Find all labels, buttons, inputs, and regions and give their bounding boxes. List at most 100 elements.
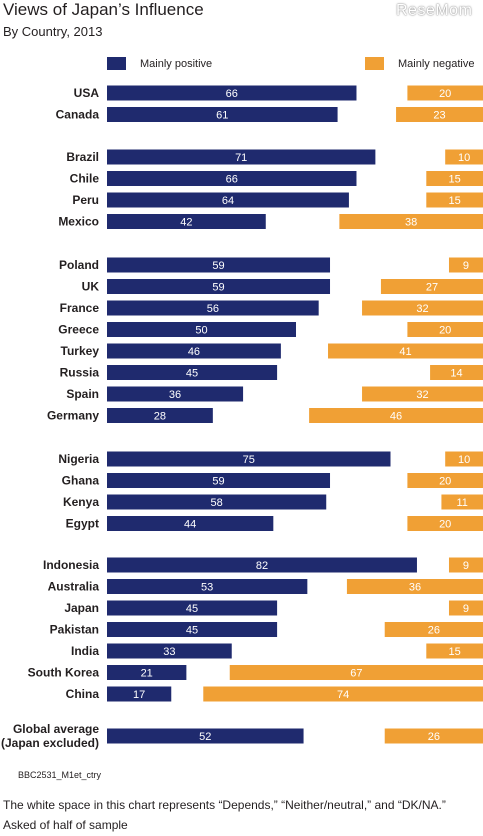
- positive-bar-australia: [107, 579, 308, 594]
- negative-bar-nigeria: [445, 451, 483, 467]
- negative-value-ghana: 20: [439, 476, 451, 488]
- positive-bar-greece: [107, 322, 296, 337]
- negative-bar-kenya: [441, 494, 483, 510]
- negative-value-russia: 14: [450, 368, 462, 380]
- positive-value-brazil: 71: [235, 152, 247, 164]
- positive-bar-germany: [107, 408, 213, 423]
- country-label-egypt: Egypt: [66, 517, 99, 531]
- negative-bar-canada: [396, 107, 483, 122]
- country-label-global-average-japan-excluded: Global average (Japan excluded): [1, 722, 99, 750]
- country-label-france: France: [60, 301, 100, 315]
- positive-bar-indonesia: [107, 557, 417, 573]
- positive-value-mexico: 42: [180, 217, 192, 229]
- negative-value-uk: 27: [426, 282, 438, 294]
- negative-value-greece: 20: [439, 325, 451, 337]
- negative-value-peru: 15: [449, 195, 461, 207]
- positive-bar-spain: [107, 386, 244, 402]
- negative-value-australia: 36: [409, 582, 421, 594]
- positive-bar-kenya: [107, 494, 327, 510]
- positive-value-australia: 53: [201, 582, 213, 594]
- negative-bar-peru: [426, 192, 483, 208]
- negative-bar-global-average-japan-excluded: [384, 728, 483, 744]
- positive-bar-peru: [107, 192, 349, 208]
- country-label-greece: Greece: [58, 323, 99, 337]
- negative-value-kenya: 11: [456, 497, 467, 509]
- legend-negative-label: Mainly negative: [398, 58, 475, 70]
- negative-bar-south-korea: [229, 665, 483, 680]
- negative-value-mexico: 38: [405, 217, 417, 229]
- country-label-spain: Spain: [66, 387, 99, 401]
- country-label-china: China: [66, 687, 100, 701]
- positive-value-nigeria: 75: [243, 454, 255, 466]
- resemom-logo: ReseMom: [396, 2, 473, 19]
- negative-bar-france: [362, 300, 483, 316]
- negative-value-chile: 15: [449, 174, 461, 186]
- positive-bar-mexico: [107, 214, 266, 229]
- positive-value-spain: 36: [169, 389, 181, 401]
- positive-bar-chile: [107, 171, 357, 186]
- country-label-south-korea: South Korea: [28, 666, 100, 680]
- negative-value-spain: 32: [416, 389, 428, 401]
- positive-value-south-korea: 21: [141, 668, 153, 680]
- negative-bar-greece: [407, 322, 483, 337]
- country-label-brazil: Brazil: [66, 150, 99, 164]
- negative-bar-poland: [448, 257, 483, 273]
- country-label-usa: USA: [74, 86, 100, 100]
- positive-value-global-average-japan-excluded: 52: [199, 731, 211, 743]
- positive-bar-france: [107, 300, 319, 316]
- negative-bar-australia: [346, 579, 483, 594]
- negative-value-france: 32: [416, 303, 428, 315]
- country-label-mexico: Mexico: [58, 215, 99, 229]
- positive-bar-india: [107, 643, 232, 659]
- negative-value-usa: 20: [439, 88, 451, 100]
- negative-value-global-average-japan-excluded: 26: [428, 731, 440, 743]
- positive-value-turkey: 46: [188, 346, 200, 358]
- negative-value-germany: 46: [390, 411, 402, 423]
- negative-bar-usa: [407, 85, 483, 101]
- negative-bar-ghana: [407, 473, 483, 488]
- country-label-chile: Chile: [70, 172, 100, 186]
- positive-value-usa: 66: [226, 88, 238, 100]
- positive-value-egypt: 44: [184, 519, 196, 531]
- legend-positive-swatch: [107, 57, 126, 70]
- negative-value-turkey: 41: [399, 346, 411, 358]
- negative-value-china: 74: [337, 689, 349, 701]
- country-label-australia: Australia: [48, 580, 100, 594]
- positive-value-russia: 45: [186, 368, 198, 380]
- positive-bar-uk: [107, 279, 331, 294]
- positive-value-germany: 28: [154, 411, 166, 423]
- chart-subtitle: By Country, 2013: [3, 24, 103, 39]
- positive-value-poland: 59: [212, 260, 224, 272]
- country-label-pakistan: Pakistan: [50, 623, 99, 637]
- country-label-turkey: Turkey: [61, 344, 100, 358]
- negative-value-japan: 9: [463, 603, 469, 615]
- positive-value-chile: 66: [226, 174, 238, 186]
- footnote-white-space: The white space in this chart represents…: [3, 798, 446, 812]
- country-label-nigeria: Nigeria: [58, 452, 99, 466]
- positive-value-india: 33: [163, 646, 175, 658]
- country-label-indonesia: Indonesia: [43, 558, 99, 572]
- negative-value-india: 15: [449, 646, 461, 658]
- country-label-peru: Peru: [72, 193, 99, 207]
- positive-value-greece: 50: [195, 325, 207, 337]
- bar-chart: USA 66 20 Canada 61 23 Brazil 71 10 Chile 66 15 Peru…: [1, 85, 483, 750]
- negative-value-egypt: 20: [439, 519, 451, 531]
- negative-bar-japan: [448, 600, 483, 616]
- positive-bar-russia: [107, 365, 278, 380]
- negative-value-south-korea: 67: [350, 668, 362, 680]
- country-label-russia: Russia: [60, 366, 100, 380]
- negative-bar-russia: [430, 365, 483, 380]
- negative-value-nigeria: 10: [458, 454, 470, 466]
- negative-bar-chile: [426, 171, 483, 186]
- negative-bar-indonesia: [448, 557, 483, 573]
- positive-bar-china: [107, 686, 172, 702]
- positive-value-japan: 45: [186, 603, 198, 615]
- country-label-germany: Germany: [47, 409, 99, 423]
- negative-bar-uk: [380, 279, 483, 294]
- negative-bar-brazil: [445, 149, 483, 165]
- negative-value-pakistan: 26: [428, 625, 440, 637]
- negative-bar-china: [203, 686, 483, 702]
- positive-value-peru: 64: [222, 195, 234, 207]
- positive-bar-brazil: [107, 149, 376, 165]
- negative-value-canada: 23: [433, 110, 445, 122]
